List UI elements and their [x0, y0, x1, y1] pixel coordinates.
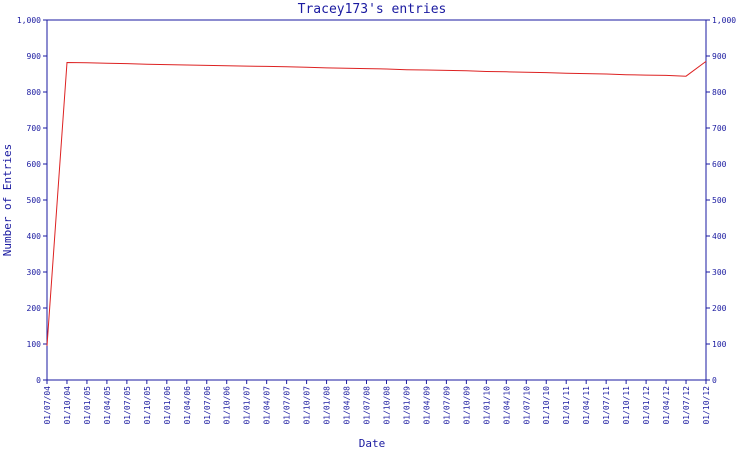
x-tick-label: 01/10/10 [542, 386, 551, 425]
x-tick-label: 01/10/09 [462, 386, 471, 425]
x-tick-label: 01/07/08 [363, 386, 372, 425]
y-tick-label-left: 300 [27, 268, 42, 277]
y-tick-label-right: 400 [712, 232, 727, 241]
chart-title: Tracey173's entries [298, 2, 447, 17]
x-tick-label: 01/07/05 [123, 386, 132, 425]
x-tick-label: 01/07/04 [43, 386, 52, 425]
y-tick-label-left: 1,000 [17, 16, 41, 25]
y-tick-label-left: 500 [27, 196, 42, 205]
x-tick-label: 01/10/11 [622, 386, 631, 425]
x-tick-label: 01/04/05 [103, 386, 112, 425]
x-tick-label: 01/01/06 [163, 386, 172, 425]
x-tick-label: 01/01/12 [642, 386, 651, 425]
y-tick-label-right: 100 [712, 340, 727, 349]
y-axis-right-ticks: 0 100 200 300 400 500 600 700 800 900 1,000 [706, 16, 736, 385]
x-tick-label: 01/10/07 [303, 386, 312, 425]
y-tick-label-right: 700 [712, 124, 727, 133]
x-tick-label: 01/10/04 [63, 386, 72, 425]
entries-line [46, 60, 707, 346]
x-tick-label: 01/04/07 [263, 386, 272, 425]
y-tick-label-left: 900 [27, 52, 42, 61]
x-tick-label: 01/07/07 [283, 386, 292, 425]
y-tick-label-right: 500 [712, 196, 727, 205]
x-tick-label: 01/01/11 [562, 386, 571, 425]
x-tick-label: 01/01/09 [402, 386, 411, 425]
x-tick-label: 01/04/06 [183, 386, 192, 425]
y-axis-left-ticks: 0 100 200 300 400 500 600 700 800 900 1,000 [17, 16, 47, 385]
series-group [46, 60, 707, 346]
x-tick-label: 01/10/08 [382, 386, 391, 425]
x-tick-label: 01/07/10 [522, 386, 531, 425]
y-tick-label-left: 100 [27, 340, 42, 349]
x-tick-label: 01/01/05 [83, 386, 92, 425]
y-tick-label-right: 800 [712, 88, 727, 97]
y-tick-label-left: 600 [27, 160, 42, 169]
y-axis-label: Number of Entries [1, 144, 14, 257]
x-tick-label: 01/10/06 [223, 386, 232, 425]
x-tick-label: 01/04/10 [502, 386, 511, 425]
x-tick-label: 01/01/08 [323, 386, 332, 425]
x-tick-label: 01/01/07 [243, 386, 252, 425]
x-tick-label: 01/07/06 [203, 386, 212, 425]
x-tick-label: 01/04/08 [343, 386, 352, 425]
y-tick-label-right: 300 [712, 268, 727, 277]
y-tick-label-left: 700 [27, 124, 42, 133]
x-axis-label: Date [359, 437, 386, 450]
x-tick-label: 01/04/09 [422, 386, 431, 425]
y-tick-label-right: 200 [712, 304, 727, 313]
y-tick-label-right: 0 [712, 376, 717, 385]
y-tick-label-left: 0 [36, 376, 41, 385]
x-tick-label: 01/07/11 [602, 386, 611, 425]
x-axis-ticks: 01/07/04 01/10/04 01/01/05 01/04/05 01/07/05… [43, 380, 711, 425]
y-tick-label-right: 1,000 [712, 16, 736, 25]
y-tick-label-left: 400 [27, 232, 42, 241]
y-tick-label-left: 800 [27, 88, 42, 97]
x-tick-label: 01/10/12 [702, 386, 711, 425]
y-tick-label-left: 200 [27, 304, 42, 313]
x-tick-label: 01/07/12 [682, 386, 691, 425]
x-tick-label: 01/04/11 [582, 386, 591, 425]
y-tick-label-right: 600 [712, 160, 727, 169]
x-tick-label: 01/07/09 [442, 386, 451, 425]
x-tick-label: 01/01/10 [482, 386, 491, 425]
x-tick-label: 01/04/12 [662, 386, 671, 425]
x-tick-label: 01/10/05 [143, 386, 152, 425]
y-tick-label-right: 900 [712, 52, 727, 61]
